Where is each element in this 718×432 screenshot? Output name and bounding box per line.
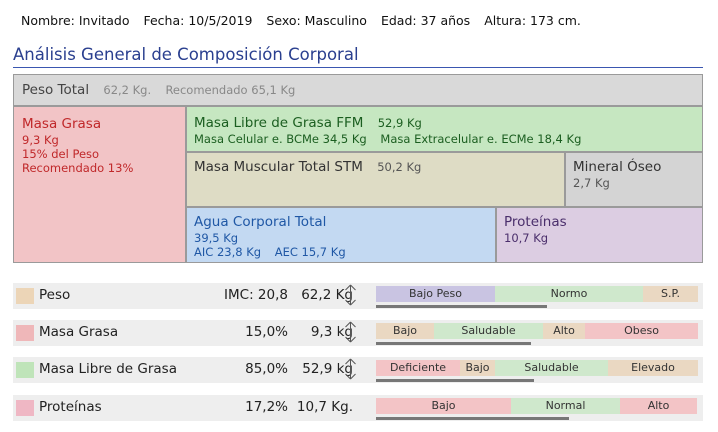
gauge-segment: Bajo Peso [376, 286, 495, 302]
gauge-segment: Normo [495, 286, 643, 302]
range-gauge: Bajo Saludable Alto Obeso [376, 323, 698, 345]
row-swatch [16, 400, 34, 416]
row-label: Proteínas [39, 399, 102, 415]
row-metric: 15,0% [245, 324, 288, 340]
masa-grasa-block: Masa Grasa 9,3 Kg 15% del Peso Recomenda… [13, 106, 186, 263]
gauge-segment: Bajo [460, 360, 495, 376]
row-value: 9,3 kg [310, 324, 353, 340]
gauge-segment: Alto [620, 398, 697, 414]
patient-date: Fecha: 10/5/2019 [143, 12, 253, 28]
indicator-row: Proteínas 17,2% 10,7 Kg. Bajo Normal Alto [13, 395, 703, 421]
peso-total-block: Peso Total 62,2 Kg. Recomendado 65,1 Kg [13, 74, 703, 106]
section-title: Análisis General de Composición Corporal [13, 45, 359, 64]
ffm-ecm: Masa Extracelular e. ECMe 18,4 Kg [380, 132, 582, 146]
mineral-value: 2,7 Kg [573, 176, 610, 190]
masa-grasa-recommended: Recomendado 13% [22, 161, 134, 175]
peso-total-label: Peso Total [22, 82, 90, 98]
agua-value: 39,5 Kg [194, 231, 239, 245]
proteinas-value: 10,7 Kg [504, 231, 549, 245]
row-swatch [16, 325, 34, 341]
row-value: 10,7 Kg. [296, 399, 353, 415]
agua-label: Agua Corporal Total [194, 214, 327, 230]
patient-name: Nombre: Invitado [21, 12, 130, 28]
ffm-label: Masa Libre de Grasa FFM [194, 115, 364, 131]
patient-age: Edad: 37 años [380, 12, 471, 28]
row-metric: 85,0% [245, 361, 288, 377]
indicator-row: Peso IMC: 20,8 62,2 Kg Bajo Peso Normo S.P. [13, 283, 703, 309]
agua-aic: AIC 23,8 Kg [194, 245, 262, 259]
smm-block: Masa Muscular Total STM 50,2 Kg [186, 152, 565, 207]
masa-grasa-label: Masa Grasa [22, 116, 102, 132]
patient-height: Altura: 173 cm. [484, 12, 581, 28]
patient-info-bar: Nombre: Invitado Fecha: 10/5/2019 Sexo: … [0, 0, 718, 40]
mineral-label: Mineral Óseo [573, 159, 662, 175]
row-swatch [16, 288, 34, 304]
proteinas-label: Proteínas [504, 214, 567, 230]
up-down-arrow-icon [345, 358, 356, 380]
range-gauge: Bajo Peso Normo S.P. [376, 286, 698, 308]
peso-total-recommended: Recomendado 65,1 Kg [165, 83, 296, 97]
gauge-level-indicator [376, 342, 531, 345]
range-gauge: Bajo Normal Alto [376, 398, 698, 420]
gauge-segment: Bajo [376, 323, 434, 339]
ffm-block: Masa Libre de Grasa FFM 52,9 Kg Masa Cel… [186, 106, 703, 152]
gauge-segment: Alto [543, 323, 585, 339]
patient-sex: Sexo: Masculino [266, 12, 367, 28]
gauge-segment: Obeso [585, 323, 698, 339]
indicator-row: Masa Grasa 15,0% 9,3 kg Bajo Saludable Alto Ob… [13, 320, 703, 346]
mineral-block: Mineral Óseo 2,7 Kg [565, 152, 703, 207]
up-down-arrow-icon [345, 321, 356, 343]
smm-value: 50,2 Kg [377, 160, 422, 174]
title-underline [13, 67, 703, 68]
row-metric: 17,2% [245, 399, 288, 415]
agua-block: Agua Corporal Total 39,5 Kg AIC 23,8 Kg … [186, 207, 496, 263]
gauge-level-indicator [376, 379, 534, 382]
ffm-value: 52,9 Kg [377, 116, 422, 130]
row-value: 52,9 kg [302, 361, 353, 377]
row-metric: IMC: 20,8 [224, 287, 288, 303]
row-label: Masa Grasa [39, 324, 119, 340]
ffm-bcm: Masa Celular e. BCMe 34,5 Kg [194, 132, 367, 146]
gauge-segment: Bajo [376, 398, 511, 414]
masa-grasa-value: 9,3 Kg [22, 133, 59, 147]
gauge-segment: Elevado [608, 360, 698, 376]
gauge-level-indicator [376, 305, 547, 308]
agua-aec: AEC 15,7 Kg [274, 245, 346, 259]
up-down-arrow-icon [345, 284, 356, 306]
row-swatch [16, 362, 34, 378]
gauge-segment: Saludable [495, 360, 608, 376]
gauge-segment: Deficiente [376, 360, 460, 376]
proteinas-block: Proteínas 10,7 Kg [496, 207, 703, 263]
row-label: Masa Libre de Grasa [39, 361, 177, 377]
masa-grasa-percent: 15% del Peso [22, 147, 100, 161]
gauge-segment: Normal [511, 398, 620, 414]
peso-total-value: 62,2 Kg. [103, 83, 152, 97]
range-gauge: Deficiente Bajo Saludable Elevado [376, 360, 698, 382]
gauge-segment: S.P. [643, 286, 698, 302]
row-label: Peso [39, 287, 71, 303]
row-value: 62,2 Kg [301, 287, 353, 303]
gauge-level-indicator [376, 417, 569, 420]
smm-label: Masa Muscular Total STM [194, 159, 363, 175]
gauge-segment: Saludable [434, 323, 543, 339]
indicator-row: Masa Libre de Grasa 85,0% 52,9 kg Deficient… [13, 357, 703, 383]
